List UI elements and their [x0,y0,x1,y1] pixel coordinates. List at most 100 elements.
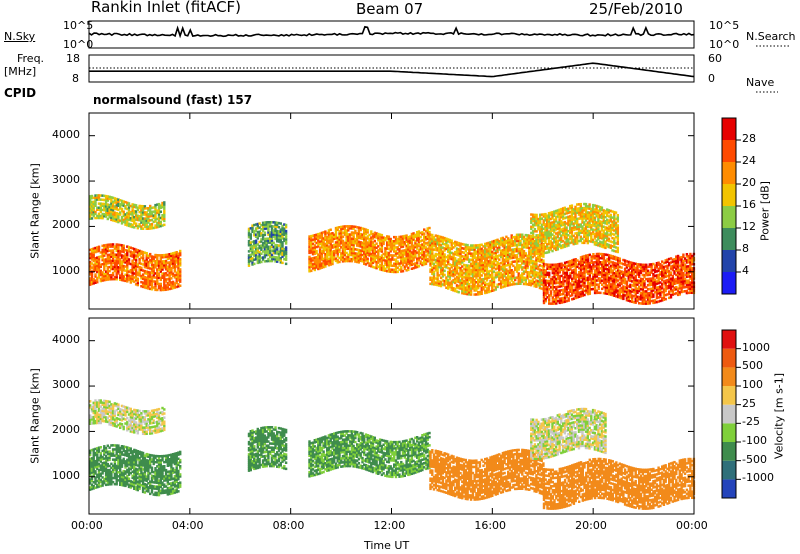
scatter-cell [363,254,366,257]
scatter-cell [466,290,469,294]
scatter-cell [347,257,350,261]
scatter-cell [141,207,145,210]
scatter-cell [120,262,124,265]
scatter-cell [166,273,169,277]
scatter-cell [398,248,401,251]
scatter-cell [326,262,329,265]
scatter-cell [354,260,357,263]
scatter-cell [143,286,147,289]
scatter-cell [150,227,154,230]
scatter-cell [443,243,446,246]
scatter-cell [401,241,405,244]
scatter-cell [469,254,473,257]
scatter-cell [106,255,109,259]
scatter-cell [356,238,359,241]
scatter-cell [170,258,173,262]
scatter-cell [350,249,354,253]
scatter-cell [432,270,436,274]
scatter-cell [426,231,429,234]
scatter-cell [417,236,421,239]
scatter-cell [120,220,124,223]
scatter-cell [92,214,95,218]
scatter-cell [256,243,259,246]
scatter-cell [318,256,322,260]
scatter-cell [106,278,109,281]
scatter-cell [265,223,268,226]
scatter-cell [469,270,473,274]
scatter-cell [140,204,143,208]
scatter-cell [94,248,97,252]
scatter-cell [276,246,279,249]
scatter-cell [110,275,113,279]
scatter-cell [111,261,115,265]
scatter-cell [263,233,267,237]
scatter-cell [459,260,462,264]
scatter-cell [359,249,362,252]
scatter-cell [272,225,275,228]
scatter-cell [247,239,251,243]
scatter-cell [334,259,338,263]
scatter-cell [313,248,316,251]
scatter-cell [138,272,141,275]
scatter-cell [119,278,122,281]
scatter-cell [173,274,177,277]
scatter-cell [308,247,311,250]
scatter-cell [120,256,124,259]
scatter-cell [108,274,111,277]
scatter-cell [281,249,284,252]
scatter-cell [308,245,311,248]
scatter-cell [375,266,378,270]
scatter-cell [274,235,277,239]
scatter-cell [249,245,252,248]
scatter-cell [482,265,485,269]
scatter-cell [347,243,350,246]
scatter-cell [147,277,150,280]
scatter-cell [412,236,415,239]
scatter-cell [313,246,316,249]
scatter-cell [129,277,132,280]
scatter-cell [97,266,101,269]
scatter-cell [308,251,311,255]
scatter-cell [441,279,445,282]
scatter-cell [143,261,147,265]
scatter-cell [247,262,251,265]
scatter-cell [97,194,101,197]
scatter-cell [416,237,419,240]
scatter-cell [438,265,441,269]
scatter-cell [308,257,311,261]
scatter-cell [436,236,439,240]
scatter-cell [117,243,120,246]
scatter-cell [361,237,364,240]
scatter-cell [361,233,364,236]
scatter-cell [410,236,414,240]
scatter-cell [403,257,406,260]
scatter-cell [461,269,464,272]
scatter-cell [163,282,166,285]
scatter-cell [452,246,455,249]
scatter-cell [347,233,350,236]
scatter-cell [108,265,111,269]
scatter-cell [333,243,336,247]
scatter-cell [99,202,102,205]
scatter-cell [340,231,343,235]
scatter-cell [452,252,455,255]
scatter-cell [141,223,145,226]
scatter-cell [284,229,288,233]
scatter-cell [270,235,274,238]
scatter-cell [177,272,180,276]
scatter-cell [89,252,92,256]
scatter-cell [263,247,267,251]
scatter-cell [434,261,437,264]
scatter-cell [313,266,316,270]
scatter-cell [333,251,336,255]
scatter-cell [117,200,120,203]
scatter-cell [156,260,159,263]
scatter-cell [263,225,267,228]
scatter-cell [407,254,410,257]
scatter-cell [414,241,417,245]
scatter-cell [177,266,180,270]
scatter-cell [126,265,129,269]
scatter-cell [443,259,446,262]
scatter-cell [161,203,164,207]
scatter-cell [161,274,164,277]
